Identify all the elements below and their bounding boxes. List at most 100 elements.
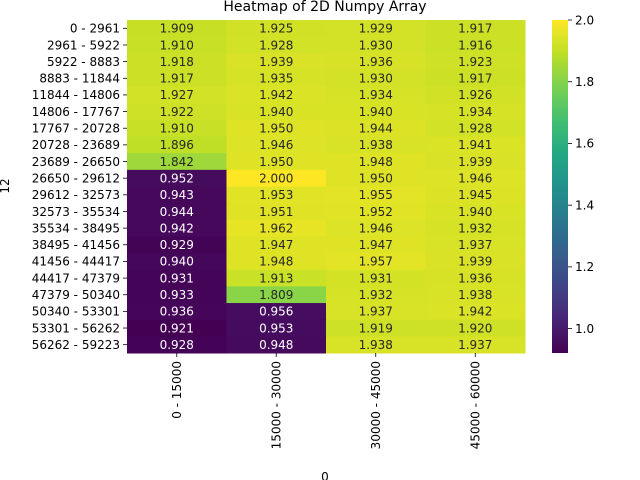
cell-value-label: 1.942 [259,88,293,102]
y-tick-labels: 0 - 2961 2961 - 5922 5922 - 8883 8883 - 118… [32,22,127,352]
heatmap-cell [226,119,327,138]
cell-value-label: 1.957 [359,255,393,269]
heatmap-cell [226,36,327,54]
colorbar-tick-label: 2.0 [575,13,594,27]
heatmap-cell [127,169,227,187]
cell-value-label: 0.921 [160,321,194,335]
cell-value-label: 1.936 [458,271,492,285]
y-tick-label: 23689 - 26650 [32,155,120,169]
heatmap-cell [127,219,227,237]
heatmap-cell [326,219,426,237]
heatmap-cell [127,186,227,204]
heatmap-cell [226,203,327,221]
x-tick-labels: 0 - 15000 15000 - 30000 30000 - 45000 45000… [170,353,483,449]
cell-value-label: 1.939 [259,55,293,69]
heatmap-cell [226,69,327,88]
cell-value-label: 1.938 [359,138,393,152]
cell-value-label: 0.944 [160,205,194,219]
cell-value-label: 1.913 [259,271,293,285]
cell-value-label: 1.951 [259,205,293,219]
heatmap-cell [425,286,526,304]
y-tick-label: 38495 - 41456 [32,238,120,252]
cell-value-label: 1.809 [259,288,293,302]
heatmap-cell [425,169,526,187]
cell-value-label: 1.923 [458,55,492,69]
heatmap-cell [127,53,227,71]
heatmap-cell [127,336,227,354]
cell-value-label: 1.948 [259,255,293,269]
heatmap-cell [425,103,526,121]
cell-value-label: 1.842 [160,155,194,169]
heatmap-cell [326,86,426,104]
cell-value-label: 1.938 [359,338,393,352]
cell-value-label: 1.932 [458,221,492,235]
heatmap-cell [226,86,327,104]
cell-value-label: 0.943 [160,188,194,202]
cell-value-label: 1.941 [458,138,492,152]
heatmap-cell [326,36,426,54]
y-tick-label: 14806 - 17767 [32,105,120,119]
cell-value-label: 1.962 [259,221,293,235]
cell-value-label: 1.946 [458,171,492,185]
colorbar-tick-label: 1.0 [575,322,594,336]
cell-value-label: 0.931 [160,271,194,285]
heatmap-cell [326,119,426,138]
heatmap-cell [226,253,327,271]
heatmap-cell [425,303,526,321]
y-tick-label: 56262 - 59223 [32,338,120,352]
heatmap-cell [425,203,526,221]
y-tick-label: 47379 - 50340 [32,288,120,302]
y-tick-label: 44417 - 47379 [32,271,120,285]
heatmap-cell [226,319,327,337]
cell-value-label: 1.926 [458,88,492,102]
cell-value-label: 0.940 [160,255,194,269]
colorbar-tick-label: 1.2 [575,260,594,274]
cell-value-label: 1.909 [160,22,194,36]
heatmap-cell [127,119,227,138]
cell-value-label: 1.947 [359,238,393,252]
heatmap-cell [425,119,526,138]
cell-value-label: 1.910 [160,122,194,136]
cell-value-label: 2.000 [259,171,293,185]
cell-value-label: 0.929 [160,238,194,252]
heatmap-cell [425,136,526,154]
cell-value-label: 1.952 [359,205,393,219]
heatmap-cell [326,169,426,187]
colorbar-ticks: 1.0 1.2 1.4 1.6 1.8 2.0 [568,13,594,336]
heatmap-cell [326,186,426,204]
heatmap-cell [326,153,426,171]
x-axis-label: 0 [321,470,329,480]
cell-value-label: 1.937 [458,338,492,352]
cell-value-label: 0.936 [160,305,194,319]
heatmap-cell [326,319,426,337]
heatmap-cell [425,69,526,88]
cell-value-label: 1.916 [458,38,492,52]
cell-value-label: 0.953 [259,321,293,335]
y-tick-label: 35534 - 38495 [32,221,120,235]
cell-value-label: 1.939 [458,255,492,269]
cell-value-label: 1.929 [359,22,393,36]
cell-value-label: 1.946 [259,138,293,152]
cell-value-label: 1.932 [359,288,393,302]
cell-value-label: 1.930 [359,38,393,52]
cell-value-label: 1.918 [160,55,194,69]
cell-value-label: 1.917 [458,22,492,36]
cell-value-label: 1.938 [458,288,492,302]
heatmap-cell [326,303,426,321]
cell-value-label: 1.936 [359,55,393,69]
cell-value-label: 1.937 [359,305,393,319]
cell-value-label: 1.917 [160,72,194,86]
heatmap-cell [326,286,426,304]
heatmap-cell [425,153,526,171]
cell-value-label: 1.925 [259,22,293,36]
heatmap-cell [326,336,426,354]
cell-value-label: 1.947 [259,238,293,252]
heatmap-cell [425,253,526,271]
cell-value-label: 1.934 [359,88,393,102]
heatmap-cell [326,136,426,154]
y-tick-label: 20728 - 23689 [32,138,120,152]
heatmap-cell [127,136,227,154]
y-tick-label: 0 - 2961 [70,22,120,36]
y-axis-label: 12 [0,178,12,193]
cell-value-label: 1.917 [458,72,492,86]
